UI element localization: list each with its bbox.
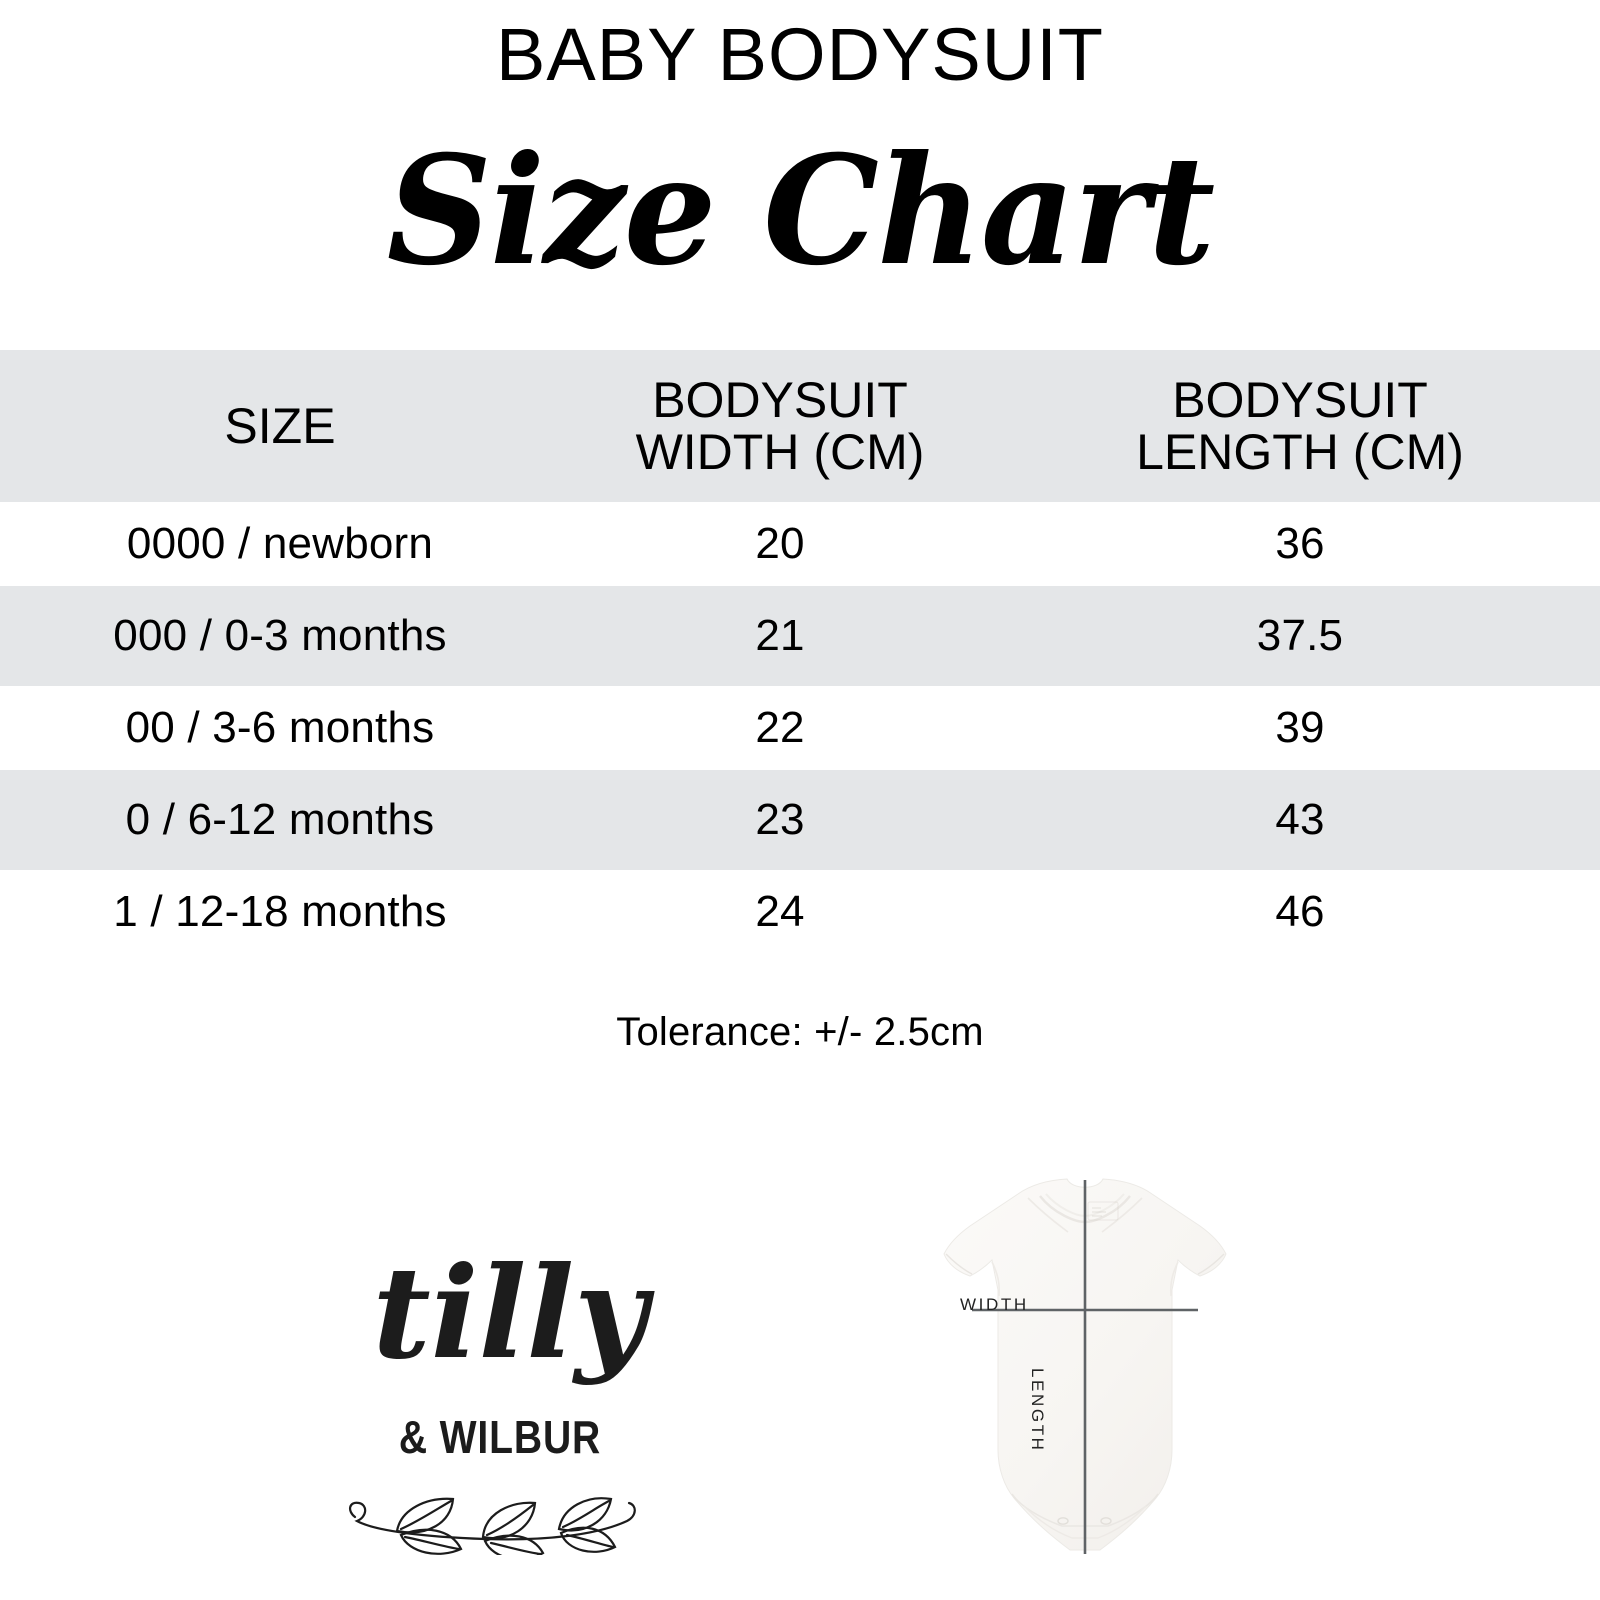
cell-width: 20 [755,519,805,568]
leaf-branch-icon [349,1497,636,1555]
brand-logo: tilly & WILBUR [340,1239,680,1555]
page-title: BABY BODYSUIT [496,13,1104,96]
cell-size: 00 / 3-6 months [125,703,435,752]
tolerance-note: Tolerance: +/- 2.5cm [616,1010,984,1054]
table-row: 00 / 3-6 months 22 39 [0,686,1600,770]
table-row: 1 / 12-18 months 24 46 [0,870,1600,954]
cell-size: 000 / 0-3 months [113,611,447,660]
cell-length: 36 [1275,519,1325,568]
cell-size: 1 / 12-18 months [113,887,447,936]
cell-width: 22 [755,703,805,752]
column-header-length: BODYSUIT LENGTH (CM) [1000,374,1600,478]
logo-sub-name: & WILBUR [398,1411,602,1463]
cell-size: 0 / 6-12 months [125,795,435,844]
column-header-width-line1: BODYSUIT [652,372,908,428]
cell-length: 43 [1275,795,1325,844]
table-row: 0000 / newborn 20 36 [0,502,1600,586]
cell-length: 39 [1275,703,1325,752]
cell-length: 46 [1275,887,1325,936]
logo-script-name: tilly [372,1239,648,1387]
bodysuit-illustration: WIDTH LENGTH [900,1150,1270,1590]
chart-title: Size Chart [386,123,1215,299]
table-row: 000 / 0-3 months 21 37.5 [0,586,1600,686]
cell-length: 37.5 [1256,611,1344,660]
column-header-length-line1: BODYSUIT [1172,372,1428,428]
cell-width: 23 [755,795,805,844]
column-header-width: BODYSUIT WIDTH (CM) [560,374,1000,478]
length-label: LENGTH [1028,1368,1047,1453]
bodysuit-graphic [943,1178,1227,1554]
column-header-size: SIZE [224,398,336,454]
cell-width: 24 [755,887,805,936]
cell-size: 0000 / newborn [126,519,434,568]
column-header-width-line2: WIDTH (CM) [635,424,925,480]
size-table: SIZE BODYSUIT WIDTH (CM) BODYSUIT LENGTH… [0,350,1600,954]
column-header-length-line2: LENGTH (CM) [1136,424,1464,480]
width-label: WIDTH [960,1295,1029,1314]
cell-width: 21 [755,611,805,660]
table-row: 0 / 6-12 months 23 43 [0,770,1600,870]
table-header-row: SIZE BODYSUIT WIDTH (CM) BODYSUIT LENGTH… [0,350,1600,502]
